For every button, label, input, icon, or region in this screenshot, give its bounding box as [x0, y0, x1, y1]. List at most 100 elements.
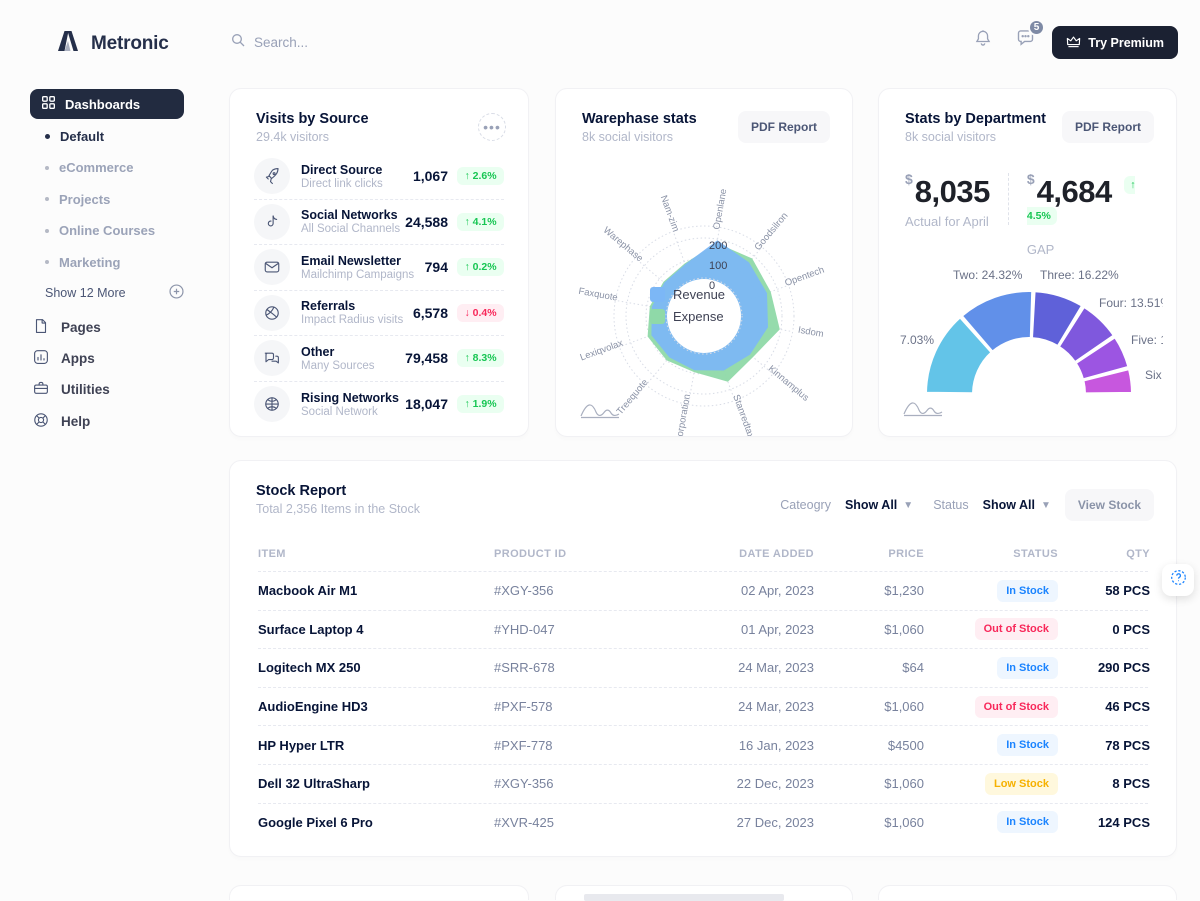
status-badge: Low Stock: [984, 772, 1058, 795]
chat-button[interactable]: 5: [1012, 19, 1045, 53]
table-row[interactable]: Surface Laptop 4 #YHD-047 01 Apr, 2023 $1,0…: [258, 609, 1150, 649]
status-filter-select[interactable]: Show All ▼: [982, 498, 1051, 512]
visit-source-row[interactable]: Referrals Impact Radius visits 6,578 ↓ 0.4%: [254, 291, 504, 336]
price: $1,230: [884, 583, 924, 599]
notifications-button[interactable]: [970, 27, 996, 53]
sidebar-item-pages[interactable]: Pages: [32, 317, 101, 338]
source-name: Rising Networks: [301, 390, 399, 405]
quantity: 124 PCS: [1097, 814, 1150, 830]
table-row[interactable]: HP Hyper LTR #PXF-778 16 Jan, 2023 $4500 In …: [258, 725, 1150, 764]
sidebar-item-utilities[interactable]: Utilities: [32, 379, 110, 400]
radar-chart: 200 100 0 Openlane Goodsilron Opentech Isdom Ki…: [556, 147, 852, 436]
kpi-divider: [1007, 173, 1009, 225]
crown-icon: [1066, 35, 1081, 51]
product-id: #PXF-778: [494, 737, 553, 753]
card-title: Stats by Department: [905, 111, 1047, 127]
status-badge: In Stock: [997, 656, 1058, 679]
legend-item[interactable]: Expense: [650, 309, 725, 324]
plus-circle-icon: [168, 283, 185, 303]
column-header: PRICE: [888, 548, 924, 560]
item-name: Google Pixel 6 Pro: [258, 814, 373, 830]
stock-table: ITEM PRODUCT ID DATE ADDED PRICE STATUS QTY Ma…: [258, 537, 1150, 842]
delta-badge: ↑ 4.1%: [457, 212, 504, 231]
view-stock-button[interactable]: View Stock: [1064, 489, 1154, 521]
currency-sign: $: [905, 171, 913, 187]
price: $1,060: [884, 814, 924, 830]
visit-source-row[interactable]: Rising Networks Social Network 18,047 ↑ 1.9…: [254, 382, 504, 428]
search-icon: [230, 32, 246, 53]
category-filter-select[interactable]: Show All ▼: [844, 498, 914, 512]
quantity: 0 PCS: [1112, 621, 1150, 637]
logo[interactable]: Metronic: [55, 28, 169, 59]
sparkline-icon: [903, 397, 943, 422]
sidebar-item-apps[interactable]: Apps: [32, 348, 95, 369]
search-bar[interactable]: [230, 32, 474, 53]
rocket-icon: [254, 158, 290, 195]
gauge-chart: 7.03% Two: 24.32% Three: 16.22% Four: 13.51…: [879, 229, 1176, 436]
sidebar-item-dashboards[interactable]: Dashboards: [30, 89, 184, 119]
bottom-card-stub: [229, 885, 529, 900]
source-name: Social Networks: [301, 208, 398, 223]
card-subtitle: Total 2,356 Items in the Stock: [256, 502, 420, 516]
table-row[interactable]: Logitech MX 250 #SRR-678 24 Mar, 2023 $64 In…: [258, 648, 1150, 687]
sidebar-item-online-courses[interactable]: Online Courses: [45, 223, 215, 238]
sidebar-item-ecommerce[interactable]: eCommerce: [45, 160, 215, 175]
try-premium-button[interactable]: Try Premium: [1052, 26, 1178, 59]
sidebar-item-help[interactable]: Help: [32, 411, 90, 432]
visit-source-row[interactable]: Other Many Sources 79,458 ↑ 8.3%: [254, 336, 504, 382]
quantity: 78 PCS: [1105, 737, 1150, 753]
grid-icon: [41, 95, 56, 113]
price: $4500: [887, 737, 924, 753]
chart-legend: Revenue Expense: [650, 287, 725, 324]
ellipsis-icon[interactable]: •••: [478, 113, 506, 141]
item-name: Dell 32 UltraSharp: [258, 776, 370, 792]
question-badge-icon: [1169, 568, 1188, 592]
currency-sign: $: [1026, 171, 1035, 187]
search-input[interactable]: [254, 35, 474, 50]
source-value: 794: [424, 259, 448, 276]
file-icon: [32, 317, 50, 338]
sidebar-item-default[interactable]: Default: [45, 129, 215, 144]
source-name: Referrals: [301, 299, 356, 314]
source-value: 1,067: [412, 168, 448, 185]
price: $1,060: [884, 621, 924, 637]
sidebar-item-projects[interactable]: Projects: [45, 192, 215, 207]
stock-report-card: Stock Report Total 2,356 Items in the St…: [229, 460, 1177, 857]
table-row[interactable]: Dell 32 UltraSharp #XGY-356 22 Dec, 2023 $1…: [258, 763, 1150, 803]
bullet-icon: [45, 197, 49, 202]
sidebar-show-more[interactable]: Show 12 More: [45, 283, 185, 303]
sidebar-item-marketing[interactable]: Marketing: [45, 255, 215, 270]
pdf-report-button[interactable]: PDF Report: [738, 111, 830, 143]
pdf-report-button[interactable]: PDF Report: [1062, 111, 1154, 143]
floating-help-button[interactable]: [1162, 564, 1194, 596]
gauge-segment-label: Five: 1: [1131, 333, 1163, 347]
bell-icon: [973, 28, 993, 53]
svg-text:Stanredtax: Stanredtax: [730, 393, 756, 436]
visit-source-row[interactable]: Social Networks All Social Channels 24,588…: [254, 200, 504, 245]
table-row[interactable]: Macbook Air M1 #XGY-356 02 Apr, 2023 $1,230…: [258, 571, 1150, 610]
table-row[interactable]: Google Pixel 6 Pro #XVR-425 27 Dec, 2023 $1…: [258, 802, 1150, 842]
svg-text:Goodsilron: Goodsilron: [752, 211, 790, 253]
table-row[interactable]: AudioEngine HD3 #PXF-578 24 Mar, 2023 $1,06…: [258, 686, 1150, 726]
visit-source-row[interactable]: Direct Source Direct link clicks 1,067 ↑ 2.…: [254, 154, 504, 200]
visits-by-source-card: Visits by Source 29.4k visitors ••• Dire…: [229, 88, 529, 437]
top-header: Metronic 5: [0, 0, 1200, 85]
bullet-icon: [45, 228, 49, 233]
date-added: 16 Jan, 2023: [738, 737, 814, 753]
date-added: 24 Mar, 2023: [738, 699, 814, 715]
date-added: 22 Dec, 2023: [736, 776, 814, 792]
chat-count-badge: 5: [1028, 19, 1045, 36]
gauge-segment-label: 7.03%: [900, 333, 935, 347]
visit-source-row[interactable]: Email Newsletter Mailchimp Campaigns 794 ↑ …: [254, 245, 504, 291]
date-added: 27 Dec, 2023: [736, 814, 814, 830]
delta-badge: ↑ 1.9%: [457, 395, 504, 414]
quantity: 46 PCS: [1105, 699, 1150, 715]
product-id: #XVR-425: [494, 814, 554, 830]
item-name: Surface Laptop 4: [258, 621, 364, 637]
svg-text:Warephase: Warephase: [601, 225, 645, 264]
product-id: #XGY-356: [494, 776, 554, 792]
bottom-card-stub: [555, 885, 853, 901]
price: $64: [902, 660, 924, 676]
legend-item[interactable]: Revenue: [650, 287, 725, 302]
card-title: Stock Report: [256, 483, 347, 499]
